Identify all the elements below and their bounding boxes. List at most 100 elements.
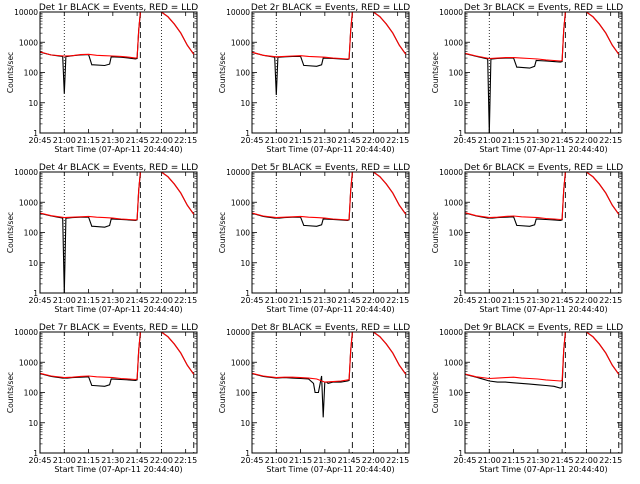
plot-frame: [39, 11, 198, 134]
x-tick-label: 21:45: [551, 296, 574, 305]
x-tick-label: 21:30: [101, 456, 124, 465]
x-tick-label: 21:15: [289, 296, 312, 305]
x-tick-label: 22:15: [386, 456, 409, 465]
panel-title: Det 1r BLACK = Events, RED = LLD: [39, 3, 198, 13]
y-tick-label: 1: [458, 129, 463, 138]
x-axis-label: Start Time (07-Apr-11 20:44:40): [266, 305, 394, 314]
x-tick-label: 22:15: [599, 136, 622, 145]
x-tick-label: 21:00: [478, 296, 501, 305]
x-tick-label: 21:15: [77, 296, 100, 305]
plot-frame: [39, 171, 198, 294]
x-tick-label: 21:30: [101, 296, 124, 305]
x-tick-label: 21:00: [478, 456, 501, 465]
y-tick-label: 10000: [14, 328, 38, 337]
y-axis-label: Counts/sec: [6, 52, 15, 93]
x-tick-label: 21:00: [53, 456, 76, 465]
panel-title: Det 6r BLACK = Events, RED = LLD: [464, 163, 623, 173]
x-tick-label: 22:15: [386, 296, 409, 305]
plot-frame: [251, 331, 410, 454]
x-tick-label: 22:00: [575, 456, 598, 465]
y-tick-label: 10: [240, 419, 250, 428]
y-tick-label: 1000: [19, 38, 38, 47]
x-tick-label: 22:00: [575, 296, 598, 305]
y-tick-label: 1000: [444, 198, 463, 207]
x-tick-label: 20:45: [28, 296, 51, 305]
events-series-line: [251, 331, 407, 418]
y-tick-label: 100: [24, 69, 39, 78]
y-tick-label: 10000: [14, 168, 38, 177]
y-axis-label: Counts/sec: [431, 372, 440, 413]
lld-series-line: [39, 331, 195, 381]
x-tick-label: 20:45: [28, 136, 51, 145]
panel-title: Det 4r BLACK = Events, RED = LLD: [39, 163, 198, 173]
x-tick-label: 22:15: [174, 136, 197, 145]
x-tick-label: 21:45: [338, 136, 361, 145]
y-tick-label: 100: [236, 229, 251, 238]
x-tick-label: 21:15: [77, 136, 100, 145]
x-tick-label: 20:45: [240, 136, 263, 145]
x-axis-label: Start Time (07-Apr-11 20:44:40): [479, 305, 607, 314]
x-tick-label: 21:00: [53, 296, 76, 305]
y-tick-label: 1000: [19, 198, 38, 207]
x-tick-label: 21:45: [126, 296, 149, 305]
plot-frame: [464, 171, 623, 294]
x-tick-label: 22:15: [386, 136, 409, 145]
y-tick-label: 100: [449, 229, 464, 238]
x-tick-label: 21:00: [265, 136, 288, 145]
x-tick-label: 21:15: [77, 456, 100, 465]
x-axis-label: Start Time (07-Apr-11 20:44:40): [54, 305, 182, 314]
x-tick-label: 21:00: [265, 296, 288, 305]
lld-series-line: [39, 171, 195, 221]
y-tick-label: 10: [28, 259, 38, 268]
y-tick-label: 1: [33, 129, 38, 138]
y-tick-label: 10: [28, 419, 38, 428]
y-tick-label: 10: [453, 419, 463, 428]
y-tick-label: 10000: [439, 328, 463, 337]
x-tick-label: 21:00: [478, 136, 501, 145]
x-tick-label: 21:45: [551, 136, 574, 145]
x-tick-label: 22:00: [150, 296, 173, 305]
y-tick-label: 1: [33, 289, 38, 298]
y-tick-label: 10000: [226, 168, 250, 177]
x-tick-label: 22:15: [174, 296, 197, 305]
x-tick-label: 21:45: [126, 136, 149, 145]
x-tick-label: 22:00: [150, 456, 173, 465]
x-tick-label: 21:15: [289, 456, 312, 465]
y-axis-label: Counts/sec: [431, 52, 440, 93]
y-tick-label: 100: [24, 229, 39, 238]
x-tick-label: 20:45: [453, 296, 476, 305]
plot-frame: [39, 331, 198, 454]
x-tick-label: 20:45: [453, 136, 476, 145]
x-tick-label: 22:15: [599, 296, 622, 305]
x-axis-label: Start Time (07-Apr-11 20:44:40): [479, 465, 607, 474]
events-series-line: [464, 11, 620, 134]
x-tick-label: 21:45: [338, 296, 361, 305]
y-tick-label: 10: [240, 259, 250, 268]
chart-panel-1: Det 1r BLACK = Events, RED = LLD 20:45 21:…: [6, 3, 198, 154]
lld-series-line: [464, 171, 620, 221]
x-tick-label: 21:30: [313, 296, 336, 305]
lld-series-line: [251, 331, 407, 383]
x-axis-label: Start Time (07-Apr-11 20:44:40): [54, 145, 182, 154]
y-tick-label: 10000: [439, 168, 463, 177]
y-axis-label: Counts/sec: [6, 372, 15, 413]
y-tick-label: 1: [458, 449, 463, 458]
panel-title: Det 5r BLACK = Events, RED = LLD: [251, 163, 410, 173]
y-axis-label: Counts/sec: [431, 212, 440, 253]
x-tick-label: 21:30: [313, 136, 336, 145]
events-series-line: [39, 11, 195, 94]
y-tick-label: 10000: [226, 8, 250, 17]
y-tick-label: 10: [240, 99, 250, 108]
y-tick-label: 10: [453, 259, 463, 268]
panel-title: Det 2r BLACK = Events, RED = LLD: [251, 3, 410, 13]
y-tick-label: 1: [245, 449, 250, 458]
panel-title: Det 7r BLACK = Events, RED = LLD: [39, 323, 198, 333]
